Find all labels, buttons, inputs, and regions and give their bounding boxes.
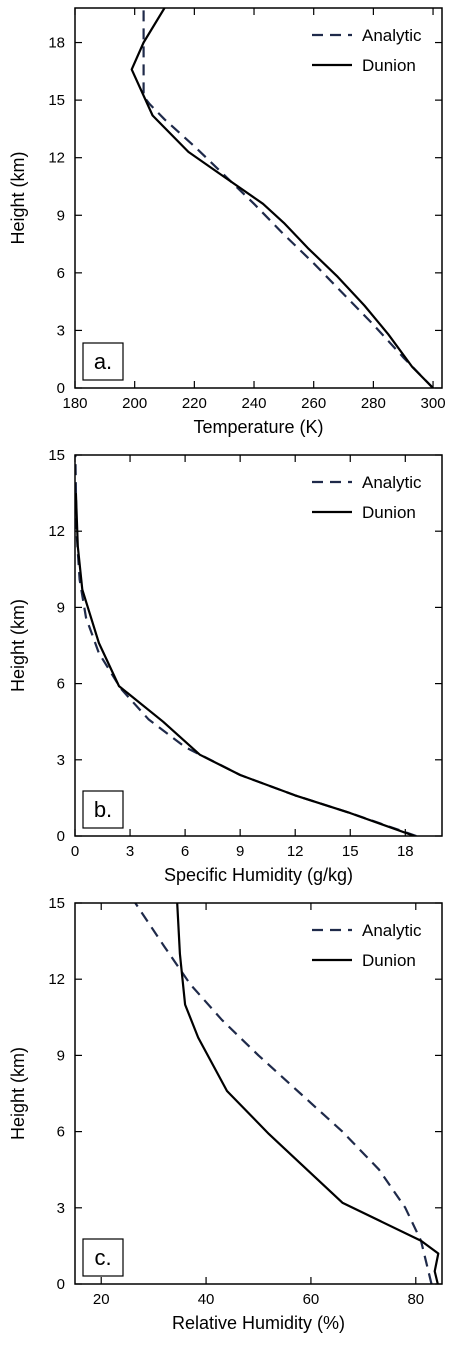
legend: Analytic Dunion [312, 921, 422, 970]
y-tick-label: 12 [48, 971, 65, 988]
y-tick-label: 3 [57, 752, 65, 769]
x-tick-label: 0 [71, 843, 79, 860]
plot-frame [74, 7, 443, 389]
y-axis-title: Height (km) [8, 1047, 28, 1140]
series-line-dunion [130, 8, 434, 388]
y-tick-label: 15 [48, 447, 65, 464]
panel-label-box [82, 1238, 124, 1277]
y-axis-title: Height (km) [8, 151, 28, 244]
y-tick-label: 9 [57, 207, 65, 224]
plot-frame [74, 454, 443, 837]
x-axis-title: Specific Humidity (g/kg) [164, 865, 353, 885]
legend: Analytic Dunion [312, 26, 422, 75]
panel-label: c. [94, 1245, 111, 1270]
x-tick-label: 80 [407, 1291, 424, 1308]
chart-panel-3: 20 40 60 80 0 3 6 9 12 15 Analytic Dunion c. Relative… [8, 895, 443, 1333]
x-tick-label: 15 [342, 843, 359, 860]
plot-frame [74, 902, 443, 1285]
y-tick-label: 18 [48, 35, 65, 52]
y-tick-label: 15 [48, 92, 65, 109]
legend-label-analytic: Analytic [362, 26, 422, 45]
legend-label-dunion: Dunion [362, 56, 416, 75]
x-tick-label: 40 [198, 1291, 215, 1308]
chart-panel-2: 0 3 6 9 12 15 18 0 3 6 9 12 15 Analytic Dunion b. Specif… [8, 447, 443, 885]
x-axis-title: Temperature (K) [193, 417, 323, 437]
x-tick-label: 12 [287, 843, 304, 860]
x-tick-label: 260 [301, 395, 326, 412]
panel-label: b. [94, 797, 112, 822]
x-tick-label: 6 [181, 843, 189, 860]
x-tick-label: 9 [236, 843, 244, 860]
series-line-dunion [176, 903, 440, 1284]
x-tick-label: 300 [421, 395, 446, 412]
x-tick-label: 220 [182, 395, 207, 412]
series-line-analytic [142, 8, 434, 388]
legend-label-dunion: Dunion [362, 951, 416, 970]
panel-label-box [82, 342, 124, 381]
legend: Analytic Dunion [312, 473, 422, 522]
x-tick-label: 60 [303, 1291, 320, 1308]
x-tick-label: 3 [126, 843, 134, 860]
x-tick-label: 240 [242, 395, 267, 412]
legend-label-analytic: Analytic [362, 921, 422, 940]
y-tick-label: 12 [48, 150, 65, 167]
y-tick-label: 0 [57, 380, 65, 397]
x-tick-label: 18 [397, 843, 414, 860]
y-tick-label: 6 [57, 676, 65, 693]
panel-label-box [82, 790, 124, 829]
x-tick-label: 280 [361, 395, 386, 412]
chart-panel-1: 180 200 220 240 260 280 300 0 3 6 9 12 15 18 Analytic D… [8, 7, 446, 437]
panel-label: a. [94, 349, 112, 374]
series-line-analytic [134, 903, 433, 1284]
series-line-dunion [75, 493, 415, 836]
y-tick-label: 3 [57, 1200, 65, 1217]
y-tick-label: 0 [57, 828, 65, 845]
y-tick-label: 6 [57, 1124, 65, 1141]
y-tick-label: 3 [57, 322, 65, 339]
y-axis-title: Height (km) [8, 599, 28, 692]
x-axis-title: Relative Humidity (%) [172, 1313, 345, 1333]
y-tick-label: 6 [57, 265, 65, 282]
legend-label-dunion: Dunion [362, 503, 416, 522]
y-tick-label: 0 [57, 1276, 65, 1293]
y-tick-label: 9 [57, 599, 65, 616]
x-tick-label: 20 [93, 1291, 110, 1308]
y-tick-label: 15 [48, 895, 65, 912]
x-tick-label: 180 [62, 395, 87, 412]
y-tick-label: 12 [48, 523, 65, 540]
y-tick-label: 9 [57, 1047, 65, 1064]
x-tick-label: 200 [122, 395, 147, 412]
legend-label-analytic: Analytic [362, 473, 422, 492]
